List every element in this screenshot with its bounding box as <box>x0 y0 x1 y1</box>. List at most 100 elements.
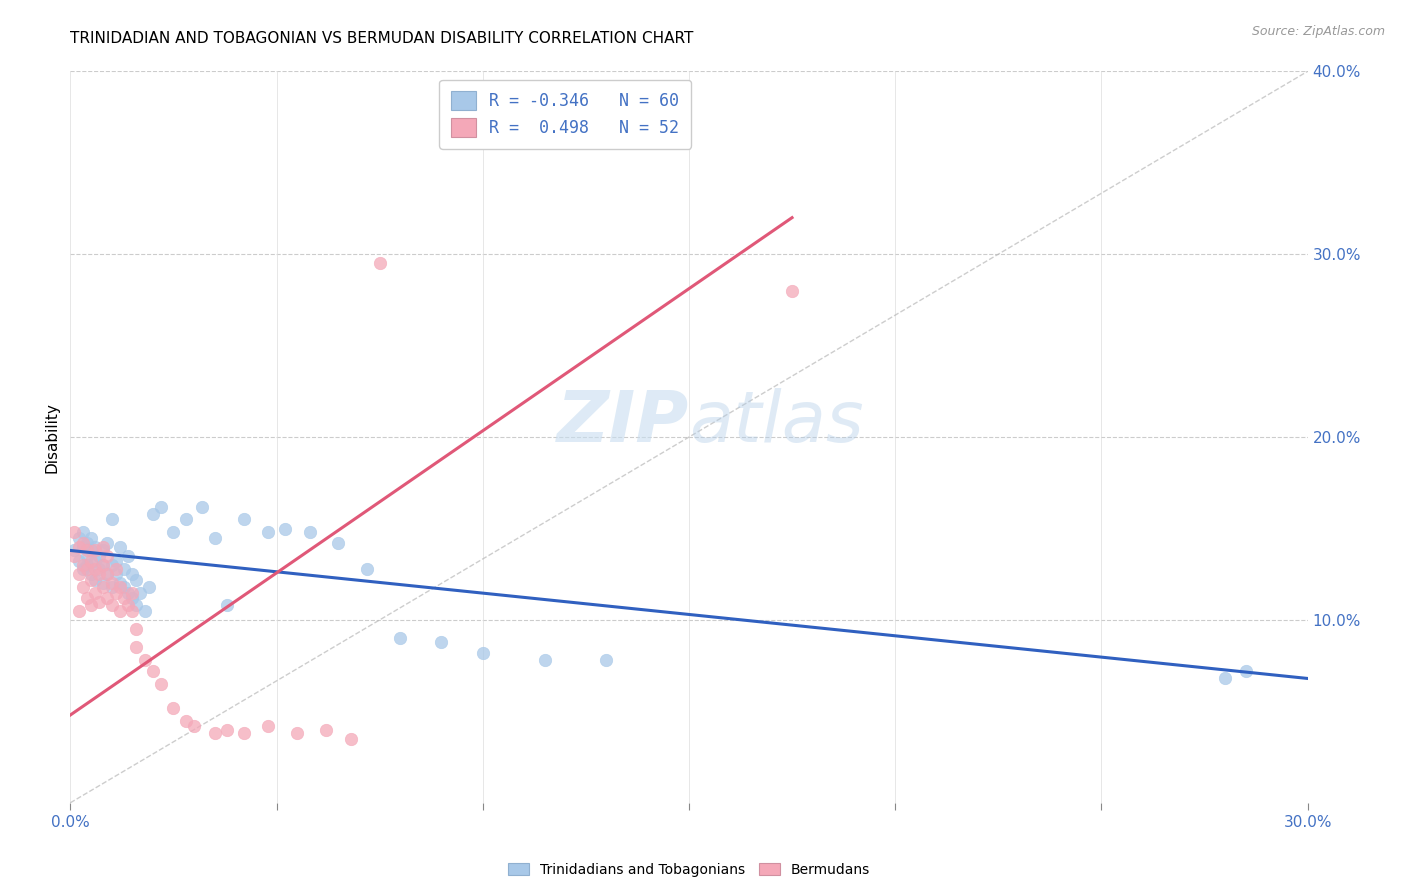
Point <box>134 653 156 667</box>
Point <box>1213 672 1236 686</box>
Point <box>104 562 127 576</box>
Point <box>121 585 143 599</box>
Point <box>100 580 122 594</box>
Point <box>339 731 361 746</box>
Point <box>117 599 139 613</box>
Point <box>63 525 86 540</box>
Point <box>471 646 494 660</box>
Point <box>117 549 139 563</box>
Point <box>91 540 114 554</box>
Point <box>108 580 131 594</box>
Point <box>100 576 122 591</box>
Point <box>96 549 118 563</box>
Y-axis label: Disability: Disability <box>44 401 59 473</box>
Point <box>112 580 135 594</box>
Point <box>89 562 111 576</box>
Point <box>1234 664 1257 678</box>
Legend: Trinidadians and Tobagonians, Bermudans: Trinidadians and Tobagonians, Bermudans <box>501 855 877 884</box>
Point <box>121 567 143 582</box>
Point <box>72 525 94 540</box>
Point <box>134 604 156 618</box>
Point <box>84 562 107 576</box>
Point <box>72 558 94 573</box>
Point <box>125 599 148 613</box>
Point <box>80 554 103 568</box>
Point <box>174 512 197 526</box>
Point <box>67 567 90 582</box>
Point <box>91 576 114 591</box>
Point <box>96 567 118 582</box>
Point <box>117 585 139 599</box>
Point <box>430 635 453 649</box>
Point <box>191 500 214 514</box>
Point <box>96 567 118 582</box>
Point <box>84 554 107 568</box>
Point <box>129 585 152 599</box>
Point <box>150 500 173 514</box>
Text: ZIP: ZIP <box>557 388 689 457</box>
Point <box>780 284 803 298</box>
Point <box>257 525 280 540</box>
Point <box>104 554 127 568</box>
Point <box>138 580 160 594</box>
Point <box>368 256 391 270</box>
Point <box>389 632 412 646</box>
Point <box>67 604 90 618</box>
Point <box>595 653 617 667</box>
Point <box>67 540 90 554</box>
Point <box>204 726 226 740</box>
Point <box>76 549 98 563</box>
Point <box>183 719 205 733</box>
Point <box>257 719 280 733</box>
Point <box>80 543 103 558</box>
Point <box>91 580 114 594</box>
Point <box>76 558 98 573</box>
Point <box>72 562 94 576</box>
Point <box>100 558 122 573</box>
Point <box>91 543 114 558</box>
Point <box>112 591 135 605</box>
Point <box>84 540 107 554</box>
Point <box>125 640 148 655</box>
Point <box>112 562 135 576</box>
Point <box>72 580 94 594</box>
Point <box>100 512 122 526</box>
Point <box>108 576 131 591</box>
Text: Source: ZipAtlas.com: Source: ZipAtlas.com <box>1251 25 1385 38</box>
Point <box>142 664 165 678</box>
Point <box>298 525 321 540</box>
Point <box>104 585 127 599</box>
Point <box>104 567 127 582</box>
Point <box>76 536 98 550</box>
Point <box>328 536 350 550</box>
Point <box>125 573 148 587</box>
Point <box>96 591 118 605</box>
Point <box>108 604 131 618</box>
Point <box>80 573 103 587</box>
Point <box>274 521 297 535</box>
Point <box>76 543 98 558</box>
Point <box>80 567 103 582</box>
Point <box>80 531 103 545</box>
Point <box>100 599 122 613</box>
Point <box>89 567 111 582</box>
Point <box>89 594 111 608</box>
Point <box>84 573 107 587</box>
Point <box>72 540 94 554</box>
Point <box>63 549 86 563</box>
Point <box>215 599 238 613</box>
Point <box>285 726 308 740</box>
Point <box>84 543 107 558</box>
Point <box>67 531 90 545</box>
Point <box>162 525 184 540</box>
Point <box>91 558 114 573</box>
Point <box>108 540 131 554</box>
Point <box>125 622 148 636</box>
Point <box>356 562 378 576</box>
Point <box>162 700 184 714</box>
Point <box>72 536 94 550</box>
Point <box>89 549 111 563</box>
Point <box>121 604 143 618</box>
Point <box>91 558 114 573</box>
Point <box>533 653 555 667</box>
